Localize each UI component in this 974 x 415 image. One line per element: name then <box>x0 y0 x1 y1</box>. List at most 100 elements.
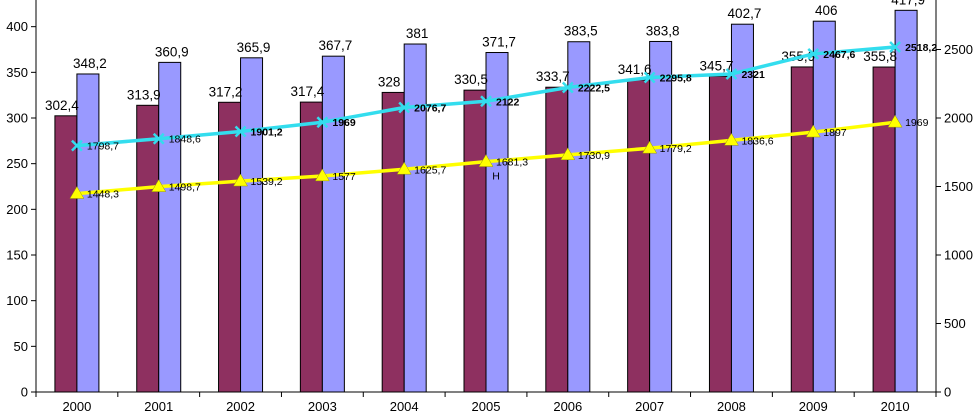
cyan-line-x-marker <box>889 41 901 53</box>
yellow-line-triangle-marker <box>478 154 494 167</box>
bar-series2-value-label: 406 <box>815 3 838 18</box>
left-y-tick-label: 200 <box>6 202 28 217</box>
bar-series1-2010 <box>872 66 896 393</box>
bar-series1-2001 <box>136 104 160 393</box>
left-y-tick-label: 100 <box>6 293 28 308</box>
bar-series2-value-label: 371,7 <box>482 35 516 50</box>
yellow-line-value-label: 1730,9 <box>578 150 610 162</box>
bar-series2-2003 <box>321 55 345 393</box>
yellow-line-triangle-marker <box>233 173 248 187</box>
cyan-line-value-label: 1798,7 <box>87 141 119 153</box>
bar-series2-value-label: 383,5 <box>564 24 598 39</box>
bar-series1-value-label: 313,9 <box>127 87 161 102</box>
yellow-line-triangle-marker <box>724 132 739 146</box>
bar-series1-value-label: 355,8 <box>863 49 897 64</box>
bar-series1-value-label: 328 <box>378 74 401 89</box>
cyan-line-x-marker <box>643 71 656 84</box>
x-tick-label-2000: 2000 <box>62 399 91 414</box>
bar-series1-2007 <box>627 79 651 393</box>
yellow-line-triangle-marker <box>396 161 412 175</box>
cyan-line-x-marker <box>480 95 492 108</box>
bar-series1-value-label: 345,7 <box>700 58 734 73</box>
left-y-tick-label: 50 <box>14 339 28 354</box>
bar-series2-value-label: 365,9 <box>237 40 271 55</box>
x-tick-label-2003: 2003 <box>308 399 337 414</box>
bar-series2-2000 <box>76 73 100 393</box>
stray-mark-text: Н <box>492 171 500 183</box>
bar-series2-2004 <box>403 43 427 393</box>
right-y-tick-label: 1000 <box>944 248 973 263</box>
yellow-line-value-label: 1969 <box>905 117 929 129</box>
bar-series2-2001 <box>158 61 182 393</box>
cyan-line-x-marker <box>234 125 247 138</box>
cyan-line-x-marker <box>561 81 574 94</box>
yellow-line-triangle-marker <box>314 168 330 182</box>
bar-series1-2006 <box>545 86 569 393</box>
bar-series1-2002 <box>218 101 242 393</box>
bar-series1-2009 <box>790 66 814 393</box>
bar-series1-2004 <box>381 91 405 393</box>
cyan-line-value-label: 2222,5 <box>578 83 610 95</box>
cyan-line-x-marker <box>725 68 738 80</box>
x-tick-label-2005: 2005 <box>472 399 501 414</box>
yellow-line-value-label: 1681,3 <box>496 157 528 169</box>
cyan-line-value-label: 2321 <box>741 69 765 81</box>
bar-series1-value-label: 317,2 <box>209 84 243 99</box>
yellow-line-value-label: 1448,3 <box>87 189 119 201</box>
cyan-line-x-marker <box>316 116 329 129</box>
left-y-tick-label: 150 <box>6 248 28 263</box>
bar-series1-value-label: 333,7 <box>536 69 570 84</box>
x-tick-label-2001: 2001 <box>144 399 173 414</box>
yellow-line-triangle-marker <box>560 147 576 161</box>
bar-series1-value-label: 302,4 <box>45 98 79 113</box>
x-tick-label-2006: 2006 <box>553 399 582 414</box>
bar-series1-2003 <box>299 101 323 393</box>
bar-series1-2008 <box>708 75 732 393</box>
yellow-line-value-label: 1539,2 <box>251 176 283 188</box>
yellow-line-value-label: 1498,7 <box>169 182 201 194</box>
cyan-line-x-marker <box>152 132 165 145</box>
bar-series2-value-label: 367,7 <box>318 38 352 53</box>
cyan-line-value-label: 1901,2 <box>251 127 283 139</box>
cyan-line-x-marker <box>71 139 83 152</box>
cyan-line-value-label: 2076,7 <box>414 102 446 114</box>
cyan-line-x-marker <box>807 48 820 60</box>
right-y-tick-label: 2000 <box>944 111 973 126</box>
bar-series2-value-label: 402,7 <box>728 6 762 21</box>
bar-series2-value-label: 360,9 <box>155 44 189 59</box>
bar-series2-value-label: 383,8 <box>646 23 680 38</box>
right-y-tick-label: 500 <box>944 316 966 331</box>
bar-series1-2005 <box>463 89 487 393</box>
right-y-tick-label: 1500 <box>944 179 973 194</box>
yellow-line-value-label: 1577 <box>332 171 356 183</box>
yellow-line-triangle-marker <box>642 140 658 154</box>
x-tick-label-2002: 2002 <box>226 399 255 414</box>
left-y-tick-label: 0 <box>21 385 28 400</box>
cyan-line-x-marker <box>398 101 411 114</box>
bar-series2-2007 <box>649 40 673 393</box>
cyan-line-value-label: 2122 <box>496 96 520 108</box>
bar-series1-value-label: 341,6 <box>618 62 652 77</box>
bar-series2-2009 <box>812 20 836 393</box>
bar-series1-2000 <box>54 115 78 393</box>
yellow-line-triangle-marker <box>805 124 821 138</box>
bar-series2-2010 <box>894 9 918 393</box>
x-tick-label-2009: 2009 <box>799 399 828 414</box>
bar-series1-value-label: 317,4 <box>290 84 324 99</box>
cyan-line-value-label: 1848,6 <box>169 134 201 146</box>
left-y-tick-label: 300 <box>6 111 28 126</box>
x-tick-label-2008: 2008 <box>717 399 746 414</box>
yellow-line-value-label: 1625,7 <box>414 164 446 176</box>
left-y-tick-label: 250 <box>6 156 28 171</box>
bar-series1-value-label: 330,5 <box>454 72 488 87</box>
yellow-line-triangle-marker <box>151 179 167 192</box>
x-tick-label-2004: 2004 <box>390 399 419 414</box>
x-tick-label-2007: 2007 <box>635 399 664 414</box>
left-y-tick-label: 350 <box>6 65 28 80</box>
yellow-line-triangle-marker <box>887 114 903 128</box>
right-y-tick-label: 0 <box>944 385 951 400</box>
yellow-line-value-label: 1836,6 <box>741 135 773 147</box>
yellow-line-value-label: 1779,2 <box>660 143 692 155</box>
